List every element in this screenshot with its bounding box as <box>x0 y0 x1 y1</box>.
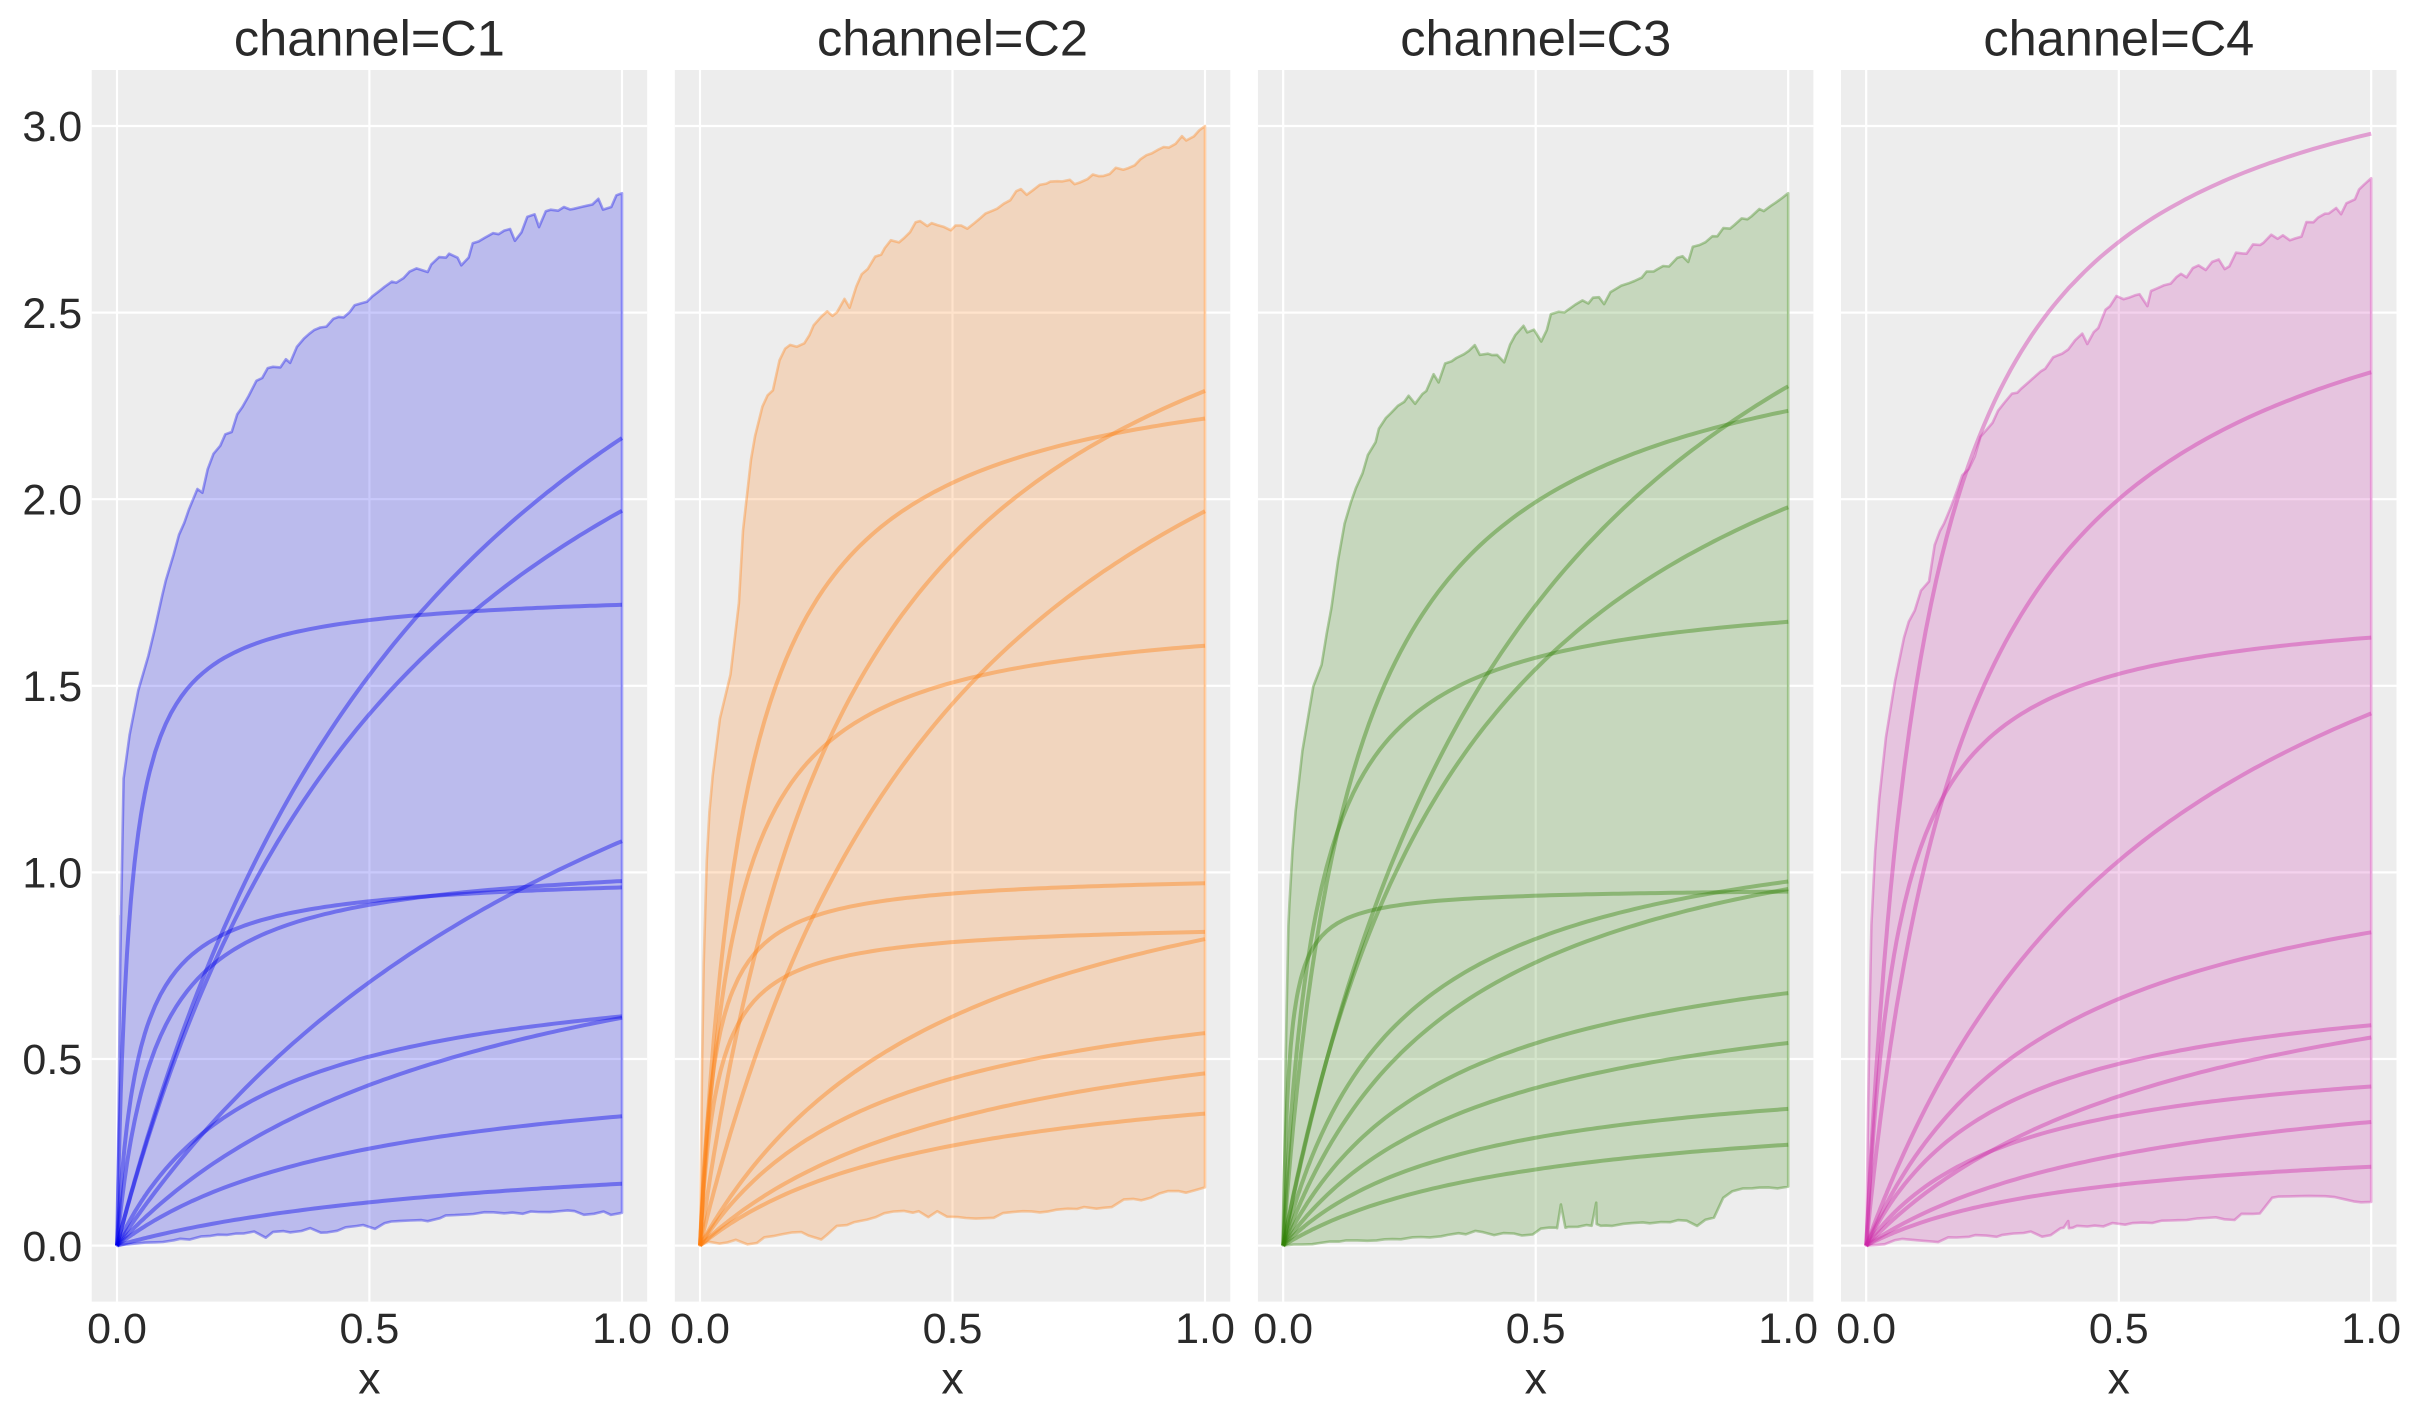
svg-text:channel=C4: channel=C4 <box>1983 10 2254 67</box>
svg-text:channel=C1: channel=C1 <box>234 10 505 67</box>
svg-text:1.0: 1.0 <box>1175 1305 1235 1353</box>
svg-text:channel=C3: channel=C3 <box>1400 10 1671 67</box>
svg-text:1.0: 1.0 <box>22 850 82 898</box>
svg-text:2.5: 2.5 <box>22 290 82 338</box>
svg-text:x: x <box>941 1355 963 1404</box>
svg-text:0.0: 0.0 <box>87 1305 147 1353</box>
svg-text:x: x <box>1525 1355 1547 1404</box>
svg-text:1.0: 1.0 <box>1758 1305 1818 1353</box>
svg-text:1.5: 1.5 <box>22 663 82 711</box>
svg-text:0.0: 0.0 <box>1836 1305 1896 1353</box>
svg-text:0.0: 0.0 <box>670 1305 730 1353</box>
svg-text:0.0: 0.0 <box>1253 1305 1313 1353</box>
svg-text:2.0: 2.0 <box>22 476 82 524</box>
svg-text:0.5: 0.5 <box>923 1305 983 1353</box>
svg-text:0.5: 0.5 <box>340 1305 400 1353</box>
svg-text:0.5: 0.5 <box>22 1036 82 1084</box>
svg-text:1.0: 1.0 <box>592 1305 652 1353</box>
svg-text:x: x <box>358 1355 380 1404</box>
svg-text:channel=C2: channel=C2 <box>817 10 1088 67</box>
svg-text:0.5: 0.5 <box>2089 1305 2149 1353</box>
svg-text:0.5: 0.5 <box>1506 1305 1566 1353</box>
svg-text:1.0: 1.0 <box>2341 1305 2401 1353</box>
svg-text:3.0: 3.0 <box>22 103 82 151</box>
svg-text:x: x <box>2108 1355 2130 1404</box>
svg-text:0.0: 0.0 <box>22 1223 82 1271</box>
